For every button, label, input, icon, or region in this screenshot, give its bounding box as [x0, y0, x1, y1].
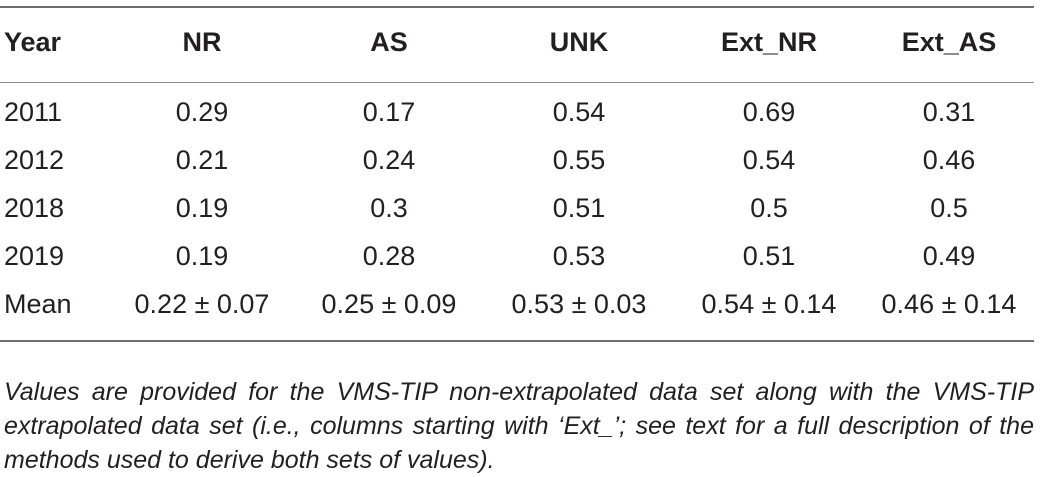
column-header-year: Year [4, 26, 62, 57]
table-cell: 0.31 [922, 96, 976, 127]
table-cell: 0.55 [552, 144, 606, 175]
header-row: Year NR AS UNK Ext_NR Ext_AS [0, 16, 1034, 68]
bottom-rule [0, 340, 1034, 342]
table-cell: 0.29 [175, 96, 229, 127]
table-cell: 0.51 [552, 192, 606, 223]
column-header-nr: NR [182, 26, 222, 57]
table-cell: 0.21 [175, 144, 229, 175]
data-table: Year NR AS UNK Ext_NR Ext_AS 2011 0.29 0… [0, 16, 1034, 328]
table-cell: 0.54 [552, 96, 606, 127]
table-cell: 0.46 ± 0.14 [881, 288, 1017, 319]
table-cell: 0.46 [922, 144, 976, 175]
table-cell: 0.19 [175, 192, 229, 223]
table-cell: 0.49 [922, 240, 976, 271]
table-cell: 0.53 ± 0.03 [511, 288, 647, 319]
column-header-as: AS [370, 26, 408, 57]
table-cell: 0.5 [750, 192, 788, 223]
table-cell: 0.54 [742, 144, 796, 175]
column-header-ext-nr: Ext_NR [720, 26, 818, 57]
table-row: 2012 0.21 0.24 0.55 0.54 0.46 [0, 136, 1034, 184]
table-cell: 0.25 ± 0.09 [321, 288, 457, 319]
table-row: 2018 0.19 0.3 0.51 0.5 0.5 [0, 184, 1034, 232]
table-row-mean: Mean 0.22 ± 0.07 0.25 ± 0.09 0.53 ± 0.03… [0, 280, 1034, 328]
table-cell: 2012 [4, 144, 65, 175]
table-cell: 0.69 [742, 96, 796, 127]
table-cell: 0.28 [362, 240, 416, 271]
header-rule [0, 82, 1034, 83]
column-header-ext-as: Ext_AS [901, 26, 997, 57]
table-cell: 0.19 [175, 240, 229, 271]
header-spacer [0, 68, 1034, 88]
top-rule [0, 6, 1034, 8]
table-cell: 2019 [4, 240, 65, 271]
table-cell: 0.5 [930, 192, 968, 223]
table-cell: 0.53 [552, 240, 606, 271]
table-cell: 0.51 [742, 240, 796, 271]
table-cell: 2018 [4, 192, 65, 223]
table-cell: 0.3 [370, 192, 408, 223]
table-row: 2011 0.29 0.17 0.54 0.69 0.31 [0, 88, 1034, 136]
table-figure: Year NR AS UNK Ext_NR Ext_AS 2011 0.29 0… [0, 6, 1034, 474]
table-row: 2019 0.19 0.28 0.53 0.51 0.49 [0, 232, 1034, 280]
table-footnote: Values are provided for the VMS-TIP non-… [4, 378, 1034, 474]
table-cell: 0.17 [362, 96, 416, 127]
table-cell: 0.54 ± 0.14 [701, 288, 837, 319]
table-cell: 0.22 ± 0.07 [134, 288, 270, 319]
table-cell: Mean [4, 288, 72, 319]
table-cell: 2011 [4, 96, 63, 127]
table-cell: 0.24 [362, 144, 416, 175]
column-header-unk: UNK [549, 26, 609, 57]
